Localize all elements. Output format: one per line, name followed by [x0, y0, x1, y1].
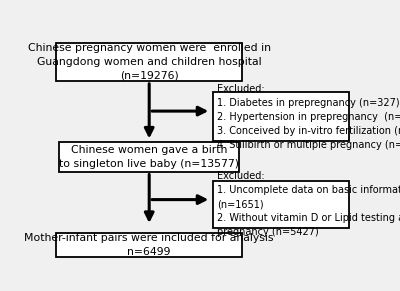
Text: Excluded:
1. Diabetes in prepregnancy (n=327)
2. Hypertension in prepregnancy  (: Excluded: 1. Diabetes in prepregnancy (n… [218, 84, 400, 150]
Text: Mother-infant pairs were included for analysis
n=6499: Mother-infant pairs were included for an… [24, 233, 274, 257]
FancyBboxPatch shape [56, 233, 242, 257]
FancyBboxPatch shape [56, 43, 242, 81]
Text: Chinese women gave a birth
to singleton live baby (n=13577): Chinese women gave a birth to singleton … [59, 145, 239, 169]
Text: Excluded:
1. Uncomplete data on basic information
(n=1651)
2. Without vitamin D : Excluded: 1. Uncomplete data on basic in… [218, 171, 400, 237]
FancyBboxPatch shape [213, 92, 349, 141]
FancyBboxPatch shape [59, 143, 239, 172]
FancyBboxPatch shape [213, 180, 349, 228]
Text: Chinese pregnancy women were  enrolled in
Guangdong women and children hospital
: Chinese pregnancy women were enrolled in… [28, 43, 271, 81]
